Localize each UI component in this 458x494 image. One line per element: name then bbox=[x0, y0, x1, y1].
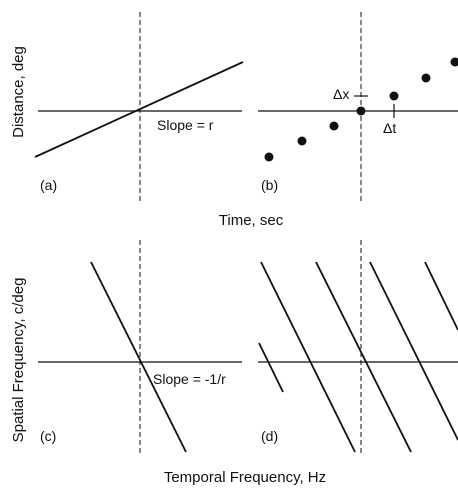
panel-b-sample-point bbox=[356, 106, 366, 116]
panel-d-replica-line bbox=[260, 261, 356, 453]
panel-c-tag: (c) bbox=[40, 428, 56, 444]
panel-d-spectrum-line bbox=[315, 261, 412, 453]
y-axis-label-spatial-frequency: Spatial Frequency, c/deg bbox=[10, 278, 27, 443]
panel-b-sample-point bbox=[329, 121, 339, 131]
panel-d-replica-line bbox=[258, 342, 284, 393]
panel-a-tag: (a) bbox=[40, 177, 57, 193]
panel-c-slope-label: Slope = -1/r bbox=[153, 371, 226, 387]
panel-d-replica-line bbox=[424, 261, 458, 331]
panel-b-sample-point bbox=[264, 152, 274, 162]
panel-b-sample-point bbox=[297, 136, 307, 146]
panel-b-sample-point bbox=[421, 73, 431, 83]
panel-a-slope-label: Slope = r bbox=[157, 117, 214, 133]
panel-c: Slope = -1/r (c) bbox=[38, 240, 242, 455]
x-axis-label-temporal-frequency: Temporal Frequency, Hz bbox=[164, 469, 326, 486]
panel-b-sample-point bbox=[389, 91, 399, 101]
panel-d: (d) bbox=[258, 240, 458, 455]
panel-b-sample-point bbox=[450, 57, 458, 67]
panel-c-spectrum-line bbox=[90, 261, 187, 453]
panel-b-delta-x-label: Δx bbox=[333, 86, 349, 102]
panel-a: Slope = r (a) bbox=[34, 12, 244, 202]
panel-a-motion-line bbox=[34, 61, 244, 158]
panel-d-tag: (d) bbox=[261, 428, 278, 444]
y-axis-label-distance: Distance, deg bbox=[10, 46, 27, 138]
panel-b-tag: (b) bbox=[261, 177, 278, 193]
panel-b-delta-t-label: Δt bbox=[383, 120, 396, 136]
panel-b: Δx Δt (b) bbox=[258, 12, 458, 202]
panel-d-replica-line bbox=[369, 261, 458, 441]
x-axis-label-time: Time, sec bbox=[219, 212, 284, 229]
